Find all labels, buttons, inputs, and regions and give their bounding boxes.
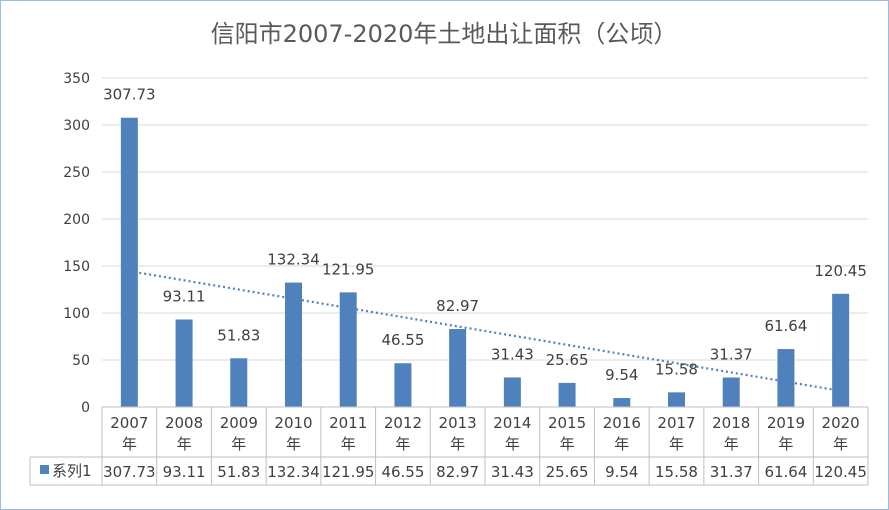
bar bbox=[613, 398, 631, 407]
bar bbox=[285, 282, 302, 407]
table-cell: 120.45 bbox=[814, 463, 867, 481]
x-tick-label: 年 bbox=[231, 435, 246, 453]
y-tick-label: 200 bbox=[63, 212, 90, 228]
data-label: 121.95 bbox=[322, 260, 375, 278]
x-tick-label: 2019 bbox=[767, 414, 805, 432]
x-tick-label: 年 bbox=[122, 435, 137, 453]
y-tick-label: 100 bbox=[63, 306, 90, 322]
x-tick-label: 年 bbox=[778, 435, 793, 453]
table-cell: 82.97 bbox=[436, 463, 479, 481]
table-cell: 307.73 bbox=[103, 463, 156, 481]
x-tick-label: 2011 bbox=[329, 414, 367, 432]
table-cell: 31.43 bbox=[491, 463, 534, 481]
bar bbox=[339, 292, 357, 407]
table-cell: 31.37 bbox=[710, 463, 753, 481]
bar bbox=[503, 377, 521, 407]
x-tick-label: 年 bbox=[177, 435, 192, 453]
y-tick-label: 300 bbox=[63, 118, 90, 134]
trendline bbox=[129, 270, 841, 392]
data-label: 25.65 bbox=[546, 351, 589, 369]
data-label: 15.58 bbox=[655, 360, 698, 378]
bar bbox=[449, 329, 467, 407]
y-tick-label: 150 bbox=[63, 259, 90, 275]
x-tick-label: 年 bbox=[341, 435, 356, 453]
x-tick-label: 年 bbox=[560, 435, 575, 453]
x-tick-label: 年 bbox=[450, 435, 465, 453]
x-tick-label: 2017 bbox=[657, 414, 695, 432]
table-cell: 9.54 bbox=[605, 463, 638, 481]
bar bbox=[722, 377, 740, 407]
x-tick-label: 2008 bbox=[165, 414, 203, 432]
x-tick-label: 2020 bbox=[822, 414, 860, 432]
bar bbox=[832, 293, 850, 407]
data-label: 82.97 bbox=[436, 297, 479, 315]
x-tick-label: 2016 bbox=[603, 414, 641, 432]
data-label: 307.73 bbox=[103, 86, 156, 104]
bar bbox=[120, 117, 138, 408]
x-tick-label: 年 bbox=[669, 435, 684, 453]
table-cell: 93.11 bbox=[163, 463, 206, 481]
data-label: 132.34 bbox=[267, 251, 320, 269]
x-tick-label: 2013 bbox=[439, 414, 477, 432]
table-cell: 132.34 bbox=[267, 463, 320, 481]
table-cell: 46.55 bbox=[381, 463, 424, 481]
x-tick-label: 2015 bbox=[548, 414, 586, 432]
data-label: 31.43 bbox=[491, 345, 534, 363]
y-tick-label: 350 bbox=[63, 71, 90, 87]
x-tick-label: 2007 bbox=[110, 414, 148, 432]
series-name: 系列1 bbox=[52, 462, 92, 480]
bar bbox=[777, 349, 795, 407]
bar bbox=[558, 382, 576, 407]
x-tick-label: 2010 bbox=[274, 414, 312, 432]
x-tick-label: 年 bbox=[833, 435, 848, 453]
table-cell: 61.64 bbox=[764, 463, 807, 481]
data-label: 51.83 bbox=[217, 326, 260, 344]
bar bbox=[230, 358, 248, 407]
x-tick-label: 年 bbox=[505, 435, 520, 453]
chart-title: 信阳市2007-2020年土地出让面积（公顷） bbox=[211, 20, 678, 48]
bar bbox=[394, 363, 412, 407]
y-tick-label: 250 bbox=[63, 165, 90, 181]
x-tick-label: 年 bbox=[395, 435, 410, 453]
data-label: 61.64 bbox=[764, 317, 807, 335]
x-tick-label: 2009 bbox=[220, 414, 258, 432]
y-tick-label: 50 bbox=[72, 353, 90, 369]
data-label: 9.54 bbox=[605, 366, 638, 384]
x-tick-label: 2018 bbox=[712, 414, 750, 432]
data-label: 46.55 bbox=[381, 331, 424, 349]
table-cell: 121.95 bbox=[322, 463, 375, 481]
x-tick-label: 2014 bbox=[493, 414, 531, 432]
data-label: 93.11 bbox=[163, 287, 206, 305]
x-tick-label: 年 bbox=[614, 435, 629, 453]
bar bbox=[668, 392, 685, 407]
bar bbox=[175, 319, 193, 407]
x-tick-label: 年 bbox=[286, 435, 301, 453]
table-cell: 15.58 bbox=[655, 463, 698, 481]
x-tick-label: 年 bbox=[724, 435, 739, 453]
legend-key bbox=[40, 465, 49, 474]
data-label: 120.45 bbox=[814, 262, 867, 280]
y-tick-label: 0 bbox=[81, 400, 90, 416]
x-tick-label: 2012 bbox=[384, 414, 422, 432]
table-cell: 51.83 bbox=[217, 463, 260, 481]
table-cell: 25.65 bbox=[546, 463, 589, 481]
data-label: 31.37 bbox=[710, 346, 753, 364]
